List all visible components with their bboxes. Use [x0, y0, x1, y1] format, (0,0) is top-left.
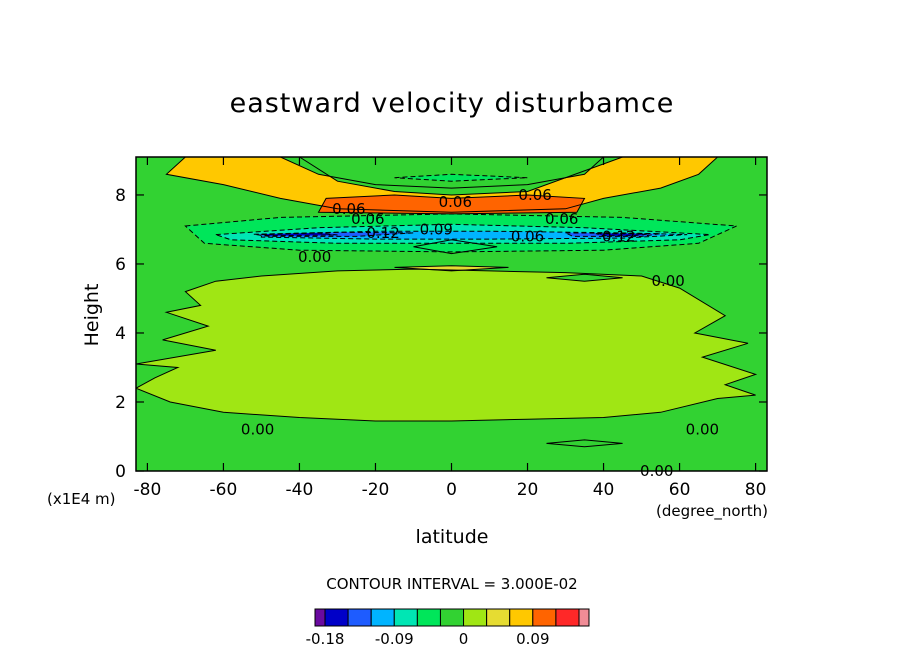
x-tick-label: 80	[745, 480, 767, 500]
colorbar-swatch	[532, 608, 557, 627]
contour-lines	[136, 157, 758, 448]
y-tick-label: 6	[115, 255, 126, 275]
colorbar-swatch	[486, 608, 511, 627]
contour-line	[546, 273, 623, 282]
contour-line	[546, 439, 623, 448]
contour-line	[260, 230, 688, 240]
colorbar-swatch	[578, 608, 590, 627]
y-axis-unit: (x1E4 m)	[47, 490, 116, 508]
contour-label: 0.00	[686, 421, 719, 439]
colorbar-swatch	[509, 608, 534, 627]
y-tick-label: 4	[115, 324, 126, 344]
colorbar-swatch	[555, 608, 580, 627]
contour-region	[261, 232, 338, 236]
colorbar-tick-label: -0.18	[306, 630, 345, 648]
x-tick-label: -80	[134, 480, 162, 500]
y-axis-label: Height	[81, 283, 103, 347]
contour-line	[280, 157, 605, 189]
x-axis-label: latitude	[415, 526, 489, 548]
colorbar-swatch	[324, 608, 349, 627]
contour-region	[318, 195, 585, 214]
colorbar: -0.18 -0.09 0 0.09	[306, 608, 590, 648]
contour-line	[253, 231, 414, 237]
contour-line	[394, 265, 509, 272]
x-tick-label: 60	[669, 480, 691, 500]
contour-line	[136, 268, 758, 422]
colorbar-tick-label: 0.09	[516, 630, 549, 648]
colorbar-swatch	[439, 608, 465, 627]
contour-label: 0.09	[420, 220, 453, 238]
contour-line	[413, 239, 498, 255]
contour-label: 0.06	[332, 200, 365, 218]
y-tick-label: 8	[115, 186, 126, 206]
chart-title: eastward velocity disturbamce	[229, 88, 675, 119]
contour-labels: 0.060.060.060.06 0.060.12 0.09 0.06 0.120.00…	[241, 186, 719, 480]
colorbar-swatch	[393, 608, 418, 627]
contour-label: 0.12	[366, 224, 399, 242]
contour-line	[184, 213, 737, 253]
contour-label: 0.12	[602, 227, 635, 245]
colorbar-tick-label: -0.09	[375, 630, 414, 648]
contour-label: 0.06	[518, 186, 551, 204]
contour-label: 0.06	[545, 210, 578, 228]
axis-ticks: -80 -60 -40 -20 0 20 40 60 80 0 2 4 6 8	[115, 157, 767, 500]
x-tick-label: -40	[286, 480, 314, 500]
y-tick-label: 0	[115, 462, 126, 482]
contour-region	[136, 269, 756, 421]
contour-line	[595, 233, 650, 237]
contour-line	[317, 194, 586, 215]
contour-line	[165, 157, 719, 213]
colorbar-tick-label: 0	[459, 630, 469, 648]
colorbar-swatch	[463, 608, 488, 627]
contour-label: 0.06	[351, 210, 384, 228]
contour-line	[565, 232, 661, 237]
contour-label: 0.00	[241, 421, 274, 439]
x-tick-label: 20	[517, 480, 539, 500]
contour-region	[280, 157, 604, 189]
colorbar-swatch	[314, 608, 326, 627]
contour-label: 0.06	[511, 227, 544, 245]
contour-label: 0.00	[298, 248, 331, 266]
x-tick-label: -20	[362, 480, 390, 500]
contour-interval-label: CONTOUR INTERVAL = 3.000E-02	[326, 575, 578, 593]
colorbar-swatch	[370, 608, 395, 627]
x-tick-label: -60	[210, 480, 238, 500]
x-axis-unit: (degree_north)	[656, 502, 769, 520]
x-tick-label: 0	[446, 480, 457, 500]
y-tick-label: 2	[115, 393, 126, 413]
x-tick-label: 40	[593, 480, 615, 500]
contour-line	[394, 173, 528, 182]
contour-line	[261, 232, 338, 237]
colorbar-swatch	[416, 608, 441, 627]
contour-label: 0.06	[439, 193, 472, 211]
contour-label: 0.00	[651, 272, 684, 290]
colorbar-swatch	[347, 608, 372, 627]
